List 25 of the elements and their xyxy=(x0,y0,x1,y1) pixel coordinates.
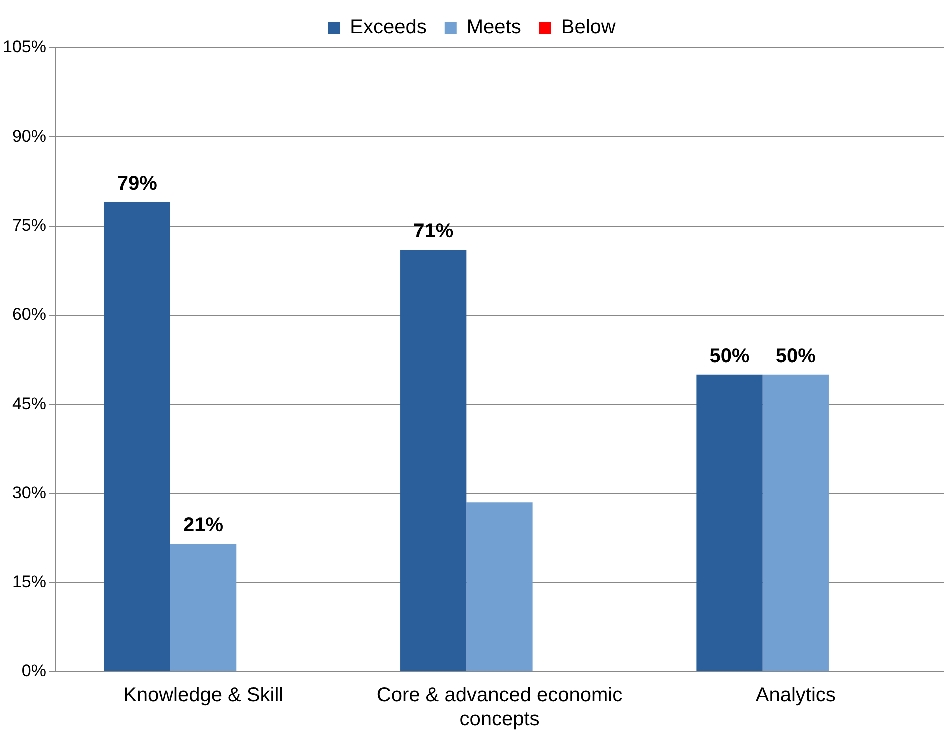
bar xyxy=(762,374,829,672)
y-tick-label: 60% xyxy=(12,305,46,324)
x-tick-label: Core & advanced economic concepts xyxy=(376,684,623,731)
y-tick-label: 30% xyxy=(12,483,46,502)
bar xyxy=(400,250,467,672)
bar xyxy=(466,502,533,672)
legend-label: Exceeds xyxy=(350,16,427,39)
y-tick-label: 90% xyxy=(12,126,46,146)
x-tick-label: Analytics xyxy=(756,684,836,707)
legend-label: Meets xyxy=(466,16,522,39)
y-tick-label: 45% xyxy=(12,394,46,414)
data-label: 50% xyxy=(710,345,750,368)
y-tick-label: 0% xyxy=(22,662,46,681)
x-tick-label: Knowledge & Skill xyxy=(124,684,284,707)
y-tick-label: 105% xyxy=(2,38,46,57)
data-label: 79% xyxy=(117,173,158,196)
y-tick-label: 15% xyxy=(12,572,46,592)
bar xyxy=(104,202,170,672)
bar xyxy=(696,374,763,672)
y-tick-label: 75% xyxy=(12,216,46,235)
bar xyxy=(170,544,237,672)
data-label: 71% xyxy=(414,220,454,243)
data-label: 21% xyxy=(184,514,224,537)
legend-label: Below xyxy=(561,16,616,39)
data-label: 50% xyxy=(776,345,816,368)
